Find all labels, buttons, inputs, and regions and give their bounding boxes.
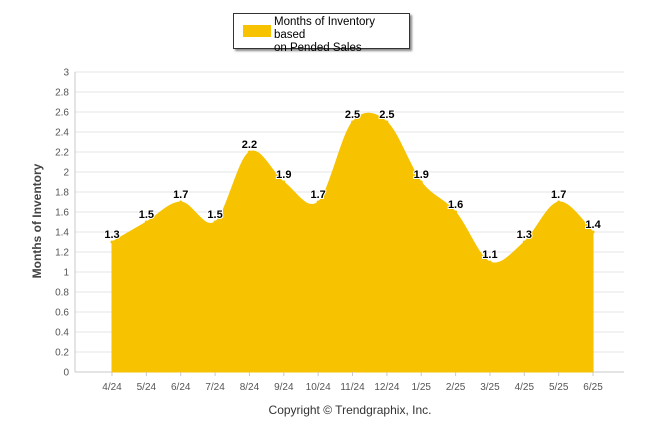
x-tick-label: 5/24 xyxy=(137,382,157,393)
x-tick-label: 2/25 xyxy=(446,382,466,393)
data-point xyxy=(385,120,389,124)
y-tick-label: 0.8 xyxy=(55,288,69,299)
data-label: 1.6 xyxy=(448,199,463,211)
data-point xyxy=(591,230,595,234)
x-tick-label: 7/24 xyxy=(205,382,225,393)
data-point xyxy=(144,220,148,224)
copyright-text: Copyright © Trendgraphix, Inc. xyxy=(268,403,432,417)
y-tick-label: 2.6 xyxy=(55,108,69,119)
data-label: 1.9 xyxy=(414,169,429,181)
x-tick-label: 4/24 xyxy=(102,382,122,393)
y-tick-label: 0.4 xyxy=(55,328,69,339)
data-point xyxy=(110,240,114,244)
legend-label-line1: Months of Inventory based xyxy=(274,16,375,41)
y-tick-label: 1.4 xyxy=(55,228,69,239)
y-tick-label: 1 xyxy=(63,268,69,279)
data-label: 2.2 xyxy=(242,139,257,151)
data-point xyxy=(247,150,251,154)
x-tick-label: 6/25 xyxy=(583,382,603,393)
data-point xyxy=(351,120,355,124)
data-label: 1.3 xyxy=(517,229,532,241)
y-tick-label: 0.2 xyxy=(55,348,69,359)
y-axis-title: Months of Inventory xyxy=(30,163,44,279)
data-label: 1.9 xyxy=(276,169,291,181)
x-tick-label: 4/25 xyxy=(515,382,535,393)
data-label: 1.5 xyxy=(207,209,222,221)
y-tick-label: 1.2 xyxy=(55,248,69,259)
legend-swatch xyxy=(243,25,271,37)
data-point xyxy=(454,210,458,214)
data-point xyxy=(179,200,183,204)
y-tick-label: 2.2 xyxy=(55,148,69,159)
y-tick-label: 1.8 xyxy=(55,188,69,199)
y-tick-label: 0 xyxy=(63,368,69,379)
y-tick-label: 0.6 xyxy=(55,308,69,319)
data-label: 1.3 xyxy=(104,229,119,241)
legend: Months of Inventory based on Pended Sale… xyxy=(233,13,410,54)
data-point xyxy=(316,200,320,204)
data-point xyxy=(557,200,561,204)
x-tick-label: 9/24 xyxy=(274,382,294,393)
x-tick-label: 6/24 xyxy=(171,382,191,393)
data-label: 2.5 xyxy=(345,109,360,121)
legend-label: Months of Inventory based on Pended Sale… xyxy=(274,16,408,55)
data-point xyxy=(213,220,217,224)
data-point xyxy=(522,240,526,244)
data-label: 1.1 xyxy=(482,249,497,261)
data-label: 1.7 xyxy=(551,189,566,201)
y-tick-label: 2.8 xyxy=(55,88,69,99)
data-point xyxy=(488,260,492,264)
y-tick-label: 1.6 xyxy=(55,208,69,219)
y-tick-label: 2 xyxy=(63,168,69,179)
x-tick-label: 5/25 xyxy=(549,382,569,393)
x-tick-label: 10/24 xyxy=(306,382,331,393)
data-point xyxy=(419,180,423,184)
data-label: 1.5 xyxy=(139,209,154,221)
legend-label-line2: on Pended Sales xyxy=(274,42,362,54)
data-point xyxy=(282,180,286,184)
x-tick-label: 3/25 xyxy=(480,382,500,393)
y-tick-label: 3 xyxy=(63,68,69,79)
y-tick-label: 2.4 xyxy=(55,128,69,139)
x-tick-label: 1/25 xyxy=(412,382,432,393)
data-label: 1.7 xyxy=(173,189,188,201)
x-tick-label: 12/24 xyxy=(374,382,399,393)
data-label: 1.7 xyxy=(311,189,326,201)
data-label: 1.4 xyxy=(585,219,601,231)
x-tick-label: 11/24 xyxy=(340,382,365,393)
x-tick-label: 8/24 xyxy=(240,382,260,393)
data-label: 2.5 xyxy=(379,109,394,121)
